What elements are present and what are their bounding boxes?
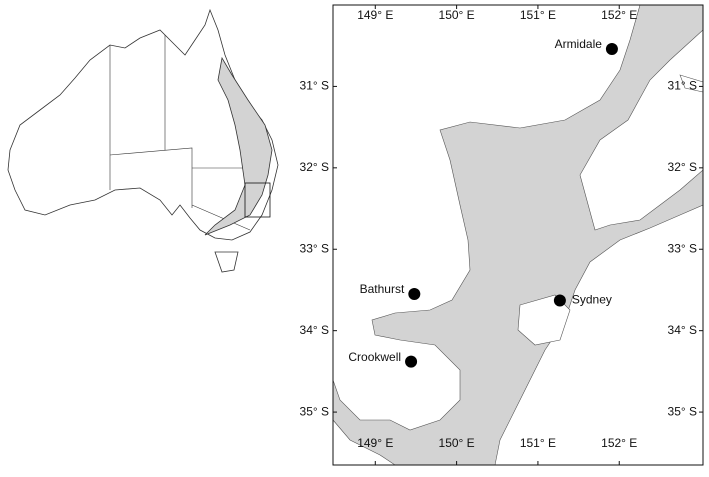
- city-marker: [408, 288, 421, 301]
- city-label: Sydney: [572, 293, 612, 307]
- x-tick-label: 150° E: [439, 436, 475, 450]
- x-tick-label: 152° E: [601, 436, 637, 450]
- land-hole: [517, 294, 571, 346]
- city-marker: [605, 42, 618, 55]
- study-region-inset: [204, 56, 273, 236]
- y-tick-label: 35° S: [300, 404, 329, 418]
- map-frame: [332, 4, 704, 466]
- y-tick-label: 33° S: [300, 241, 329, 255]
- main-map: [332, 4, 704, 466]
- land-region: [332, 4, 704, 466]
- city-marker: [405, 355, 418, 368]
- australia-inset: [7, 8, 279, 273]
- state-borders: [109, 35, 265, 231]
- x-tick-label: 150° E: [439, 8, 475, 22]
- x-tick-label: 149° E: [357, 8, 393, 22]
- y-tick-label: 34° S: [300, 323, 329, 337]
- x-tick-label: 149° E: [357, 436, 393, 450]
- y-tick-label: 31° S: [668, 79, 697, 93]
- y-tick-label: 31° S: [300, 79, 329, 93]
- city-marker: [553, 294, 566, 307]
- x-tick-label: 151° E: [520, 8, 556, 22]
- tasmania: [214, 251, 239, 273]
- y-tick-label: 34° S: [668, 323, 697, 337]
- australia-outline: [7, 8, 279, 241]
- y-tick-label: 35° S: [668, 404, 697, 418]
- city-label: Armidale: [555, 37, 603, 51]
- y-tick-label: 33° S: [668, 241, 697, 255]
- inset-box: [244, 182, 271, 218]
- x-tick-label: 152° E: [601, 8, 637, 22]
- y-tick-label: 32° S: [668, 160, 697, 174]
- city-label: Bathurst: [360, 282, 405, 296]
- city-label: Crookwell: [348, 350, 401, 364]
- x-tick-label: 151° E: [520, 436, 556, 450]
- y-tick-label: 32° S: [300, 160, 329, 174]
